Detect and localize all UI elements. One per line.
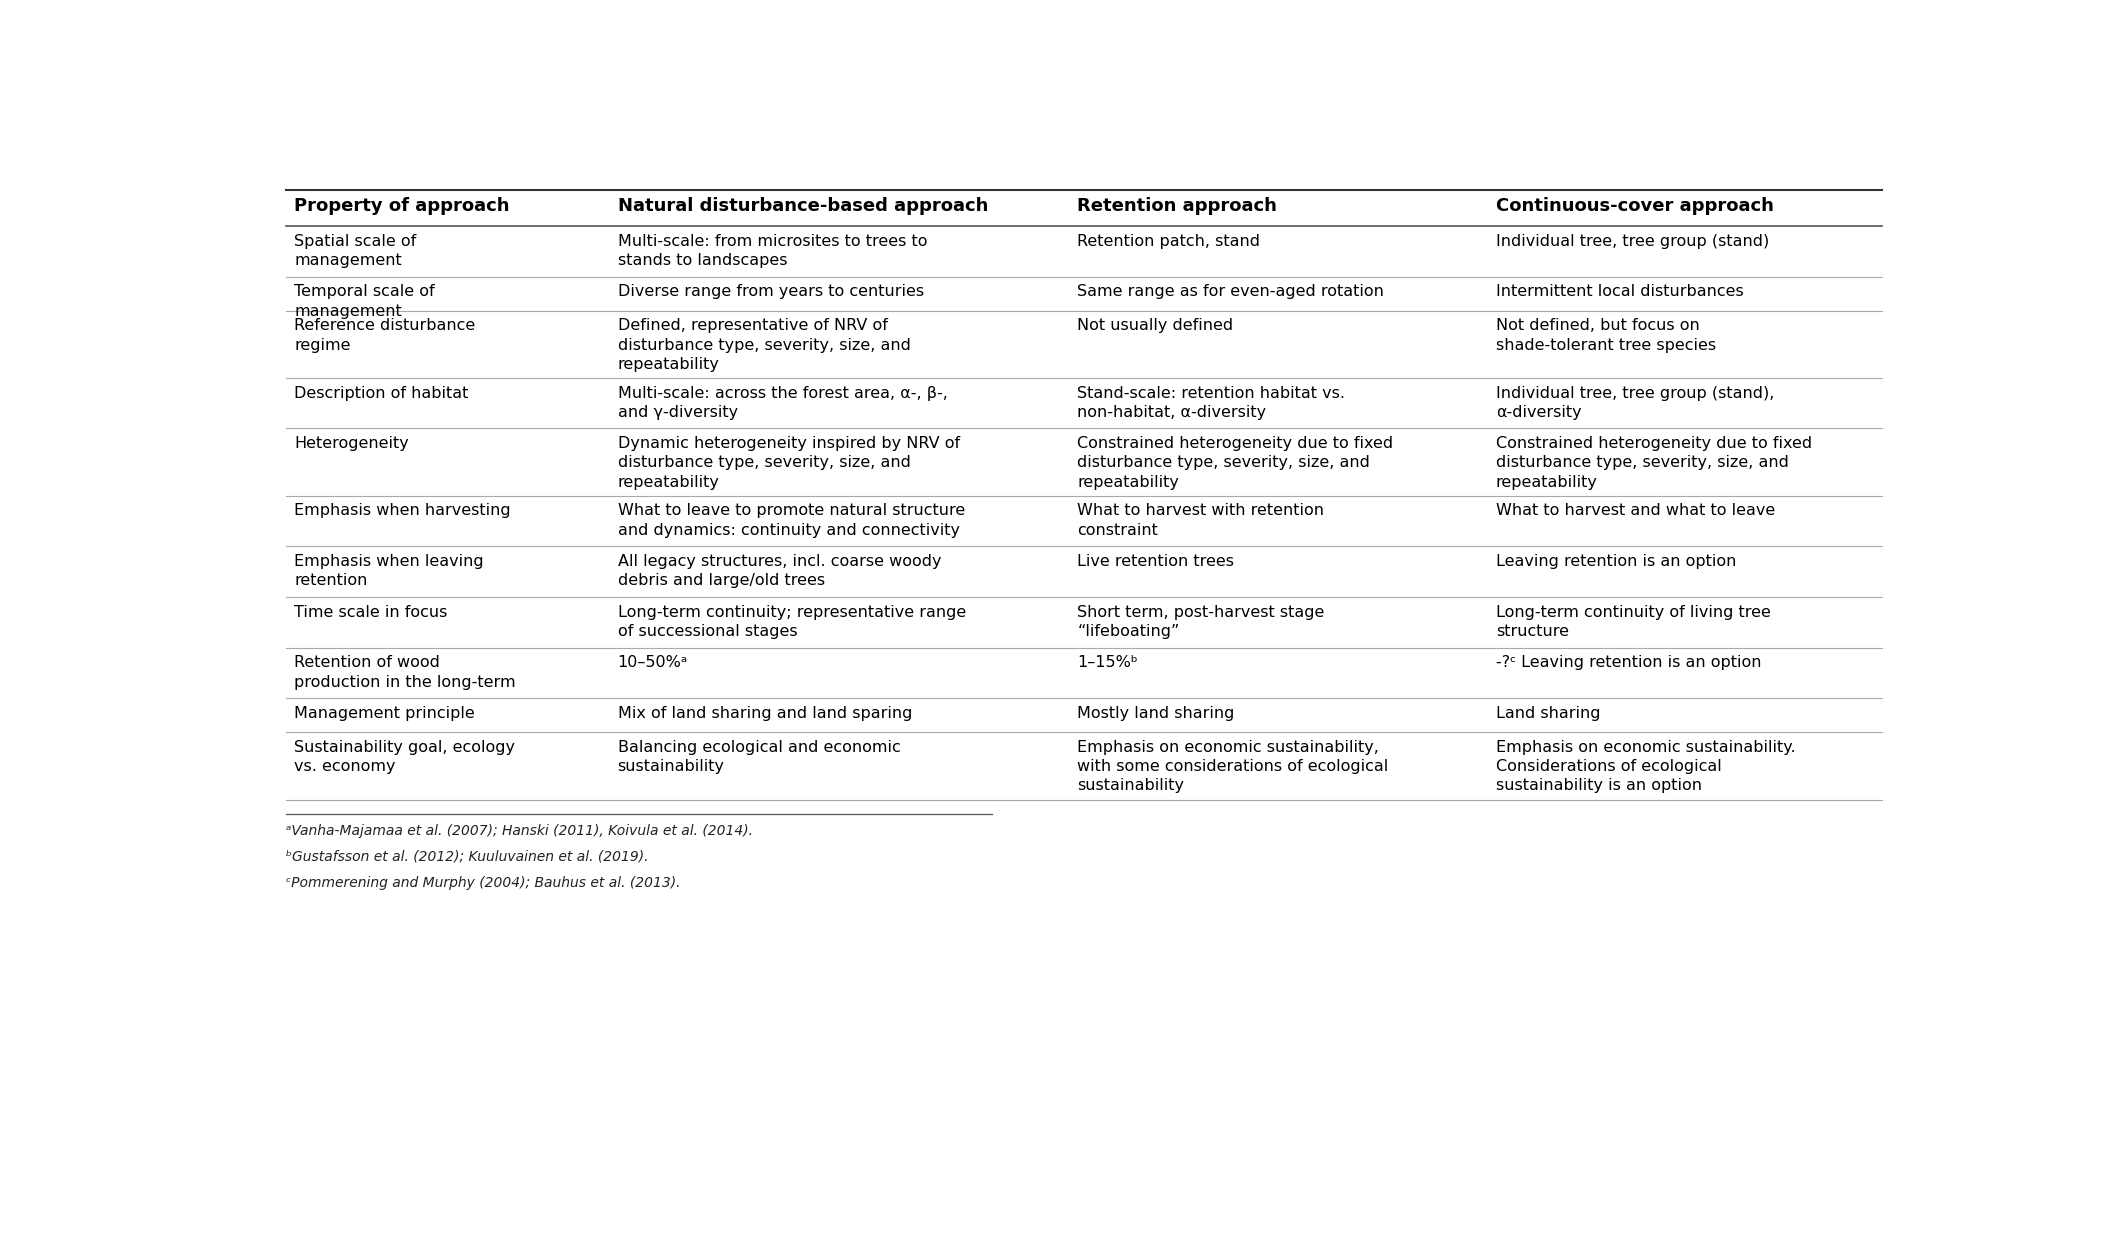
Text: Diverse range from years to centuries: Diverse range from years to centuries: [618, 284, 923, 299]
Text: Retention of wood
production in the long-term: Retention of wood production in the long…: [294, 655, 517, 689]
Text: Multi-scale: from microsites to trees to
stands to landscapes: Multi-scale: from microsites to trees to…: [618, 234, 928, 268]
Text: What to harvest and what to leave: What to harvest and what to leave: [1495, 503, 1775, 518]
Text: Constrained heterogeneity due to fixed
disturbance type, severity, size, and
rep: Constrained heterogeneity due to fixed d…: [1078, 437, 1394, 489]
Text: Same range as for even-aged rotation: Same range as for even-aged rotation: [1078, 284, 1385, 299]
Text: Defined, representative of NRV of
disturbance type, severity, size, and
repeatab: Defined, representative of NRV of distur…: [618, 318, 911, 372]
Text: -?ᶜ Leaving retention is an option: -?ᶜ Leaving retention is an option: [1495, 655, 1762, 671]
Text: Live retention trees: Live retention trees: [1078, 554, 1235, 569]
Text: ᶜPommerening and Murphy (2004); Bauhus et al. (2013).: ᶜPommerening and Murphy (2004); Bauhus e…: [286, 876, 680, 889]
Text: 10–50%ᵃ: 10–50%ᵃ: [618, 655, 688, 671]
Text: Mix of land sharing and land sparing: Mix of land sharing and land sparing: [618, 706, 913, 721]
Text: Continuous-cover approach: Continuous-cover approach: [1495, 198, 1773, 215]
Text: Leaving retention is an option: Leaving retention is an option: [1495, 554, 1737, 569]
Text: What to harvest with retention
constraint: What to harvest with retention constrain…: [1078, 503, 1324, 537]
Text: Constrained heterogeneity due to fixed
disturbance type, severity, size, and
rep: Constrained heterogeneity due to fixed d…: [1495, 437, 1813, 489]
Text: Not usually defined: Not usually defined: [1078, 318, 1233, 333]
Text: Temporal scale of
management: Temporal scale of management: [294, 284, 434, 318]
Text: Heterogeneity: Heterogeneity: [294, 437, 409, 452]
Text: Retention approach: Retention approach: [1078, 198, 1277, 215]
Text: Retention patch, stand: Retention patch, stand: [1078, 234, 1260, 249]
Text: All legacy structures, incl. coarse woody
debris and large/old trees: All legacy structures, incl. coarse wood…: [618, 554, 940, 589]
Text: 1–15%ᵇ: 1–15%ᵇ: [1078, 655, 1137, 671]
Text: Dynamic heterogeneity inspired by NRV of
disturbance type, severity, size, and
r: Dynamic heterogeneity inspired by NRV of…: [618, 437, 959, 489]
Text: Multi-scale: across the forest area, α-, β-,
and γ-diversity: Multi-scale: across the forest area, α-,…: [618, 386, 947, 420]
Text: Individual tree, tree group (stand),
α-diversity: Individual tree, tree group (stand), α-d…: [1495, 386, 1775, 420]
Text: Property of approach: Property of approach: [294, 198, 510, 215]
Text: Emphasis when harvesting: Emphasis when harvesting: [294, 503, 510, 518]
Text: Reference disturbance
regime: Reference disturbance regime: [294, 318, 477, 352]
Text: Long-term continuity; representative range
of successional stages: Long-term continuity; representative ran…: [618, 605, 966, 639]
Text: Individual tree, tree group (stand): Individual tree, tree group (stand): [1495, 234, 1769, 249]
Text: Balancing ecological and economic
sustainability: Balancing ecological and economic sustai…: [618, 740, 900, 774]
Text: ᵇGustafsson et al. (2012); Kuuluvainen et al. (2019).: ᵇGustafsson et al. (2012); Kuuluvainen e…: [286, 850, 648, 864]
Text: Land sharing: Land sharing: [1495, 706, 1601, 721]
Text: Time scale in focus: Time scale in focus: [294, 605, 447, 620]
Text: Emphasis on economic sustainability,
with some considerations of ecological
sust: Emphasis on economic sustainability, wit…: [1078, 740, 1389, 794]
Text: Spatial scale of
management: Spatial scale of management: [294, 234, 417, 268]
Text: Long-term continuity of living tree
structure: Long-term continuity of living tree stru…: [1495, 605, 1771, 639]
Text: Emphasis on economic sustainability.
Considerations of ecological
sustainability: Emphasis on economic sustainability. Con…: [1495, 740, 1796, 794]
Text: Natural disturbance-based approach: Natural disturbance-based approach: [618, 198, 987, 215]
Text: Mostly land sharing: Mostly land sharing: [1078, 706, 1235, 721]
Text: Management principle: Management principle: [294, 706, 474, 721]
Text: What to leave to promote natural structure
and dynamics: continuity and connecti: What to leave to promote natural structu…: [618, 503, 966, 537]
Text: Stand-scale: retention habitat vs.
non-habitat, α-diversity: Stand-scale: retention habitat vs. non-h…: [1078, 386, 1345, 420]
Text: Description of habitat: Description of habitat: [294, 386, 468, 400]
Text: ᵃVanha-Majamaa et al. (2007); Hanski (2011), Koivula et al. (2014).: ᵃVanha-Majamaa et al. (2007); Hanski (20…: [286, 824, 754, 838]
Text: Intermittent local disturbances: Intermittent local disturbances: [1495, 284, 1743, 299]
Text: Short term, post-harvest stage
“lifeboating”: Short term, post-harvest stage “lifeboat…: [1078, 605, 1324, 639]
Text: Sustainability goal, ecology
vs. economy: Sustainability goal, ecology vs. economy: [294, 740, 515, 774]
Text: Not defined, but focus on
shade-tolerant tree species: Not defined, but focus on shade-tolerant…: [1495, 318, 1716, 352]
Text: Emphasis when leaving
retention: Emphasis when leaving retention: [294, 554, 483, 589]
